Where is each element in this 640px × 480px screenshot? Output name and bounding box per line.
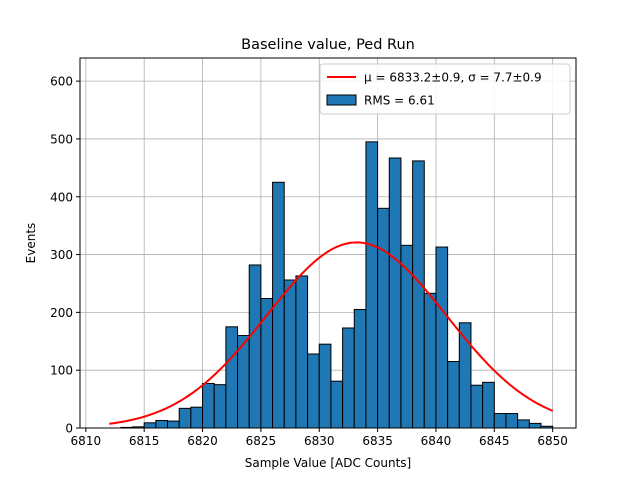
histogram-bar [295,275,309,429]
histogram-bar [143,422,157,429]
x-tick-label: 6830 [304,434,335,448]
histogram-bar [447,361,460,429]
histogram-bar [283,279,297,429]
y-tick-label: 300 [50,248,73,262]
y-tick-label: 600 [50,75,73,89]
histogram-bar [342,327,355,429]
y-tick-label: 500 [50,132,73,146]
histogram-bar [307,353,320,429]
legend-fit-label: μ = 6833.2±0.9, σ = 7.7±0.9 [364,71,542,85]
x-tick-label: 6835 [362,434,393,448]
gaussian-fit-line [109,241,554,425]
histogram-bar [248,264,262,429]
histogram-bar [330,380,344,429]
histogram-bar [377,207,390,429]
histogram-bar [423,292,437,429]
histogram-bar [493,413,507,429]
y-axis-label: Events [24,223,38,264]
x-tick-label: 6850 [537,434,568,448]
y-tick-label: 0 [65,422,73,436]
legend-rms-swatch [326,94,357,106]
legend-box [319,63,571,115]
x-tick-label: 6840 [421,434,452,448]
chart-title: Baseline value, Ped Run [241,37,415,53]
histogram-bar [155,419,169,429]
x-tick-label: 6810 [71,434,102,448]
legend-rms-label: RMS = 6.61 [364,94,435,108]
histogram-bar [388,157,402,429]
x-tick-label: 6815 [129,434,160,448]
histogram-bars [120,141,554,429]
x-tick-label: 6825 [246,434,277,448]
histogram-bar [435,246,449,429]
histogram-bar [202,382,215,429]
histogram-bar [517,419,530,429]
histogram-bar [225,326,239,429]
x-axis-ticks: 6810 6815 6820 6825 6830 6835 6840 6845 6850 [71,428,568,448]
histogram-bar [412,160,425,429]
histogram-bar [482,381,495,429]
histogram-bar [528,422,542,429]
histogram-bar [213,384,227,429]
histogram-bar [190,406,204,429]
histogram-bar [178,407,192,429]
histogram-bar [470,384,484,429]
histogram-bar [318,343,332,429]
x-axis-label: Sample Value [ADC Counts] [245,456,411,470]
histogram-bar [353,308,367,429]
histogram-bar [260,298,274,429]
plot-frame [79,57,577,429]
y-axis-ticks: 0 100 200 300 400 500 600 [50,75,80,436]
y-tick-label: 200 [50,306,73,320]
legend: μ = 6833.2±0.9, σ = 7.7±0.9 RMS = 6.61 [319,63,571,115]
x-tick-label: 6820 [187,434,218,448]
histogram-bar [505,413,519,429]
histogram-bar [167,420,180,429]
histogram-bar [365,141,379,429]
y-tick-label: 400 [50,190,73,204]
x-tick-label: 6845 [479,434,510,448]
y-tick-label: 100 [50,364,73,378]
